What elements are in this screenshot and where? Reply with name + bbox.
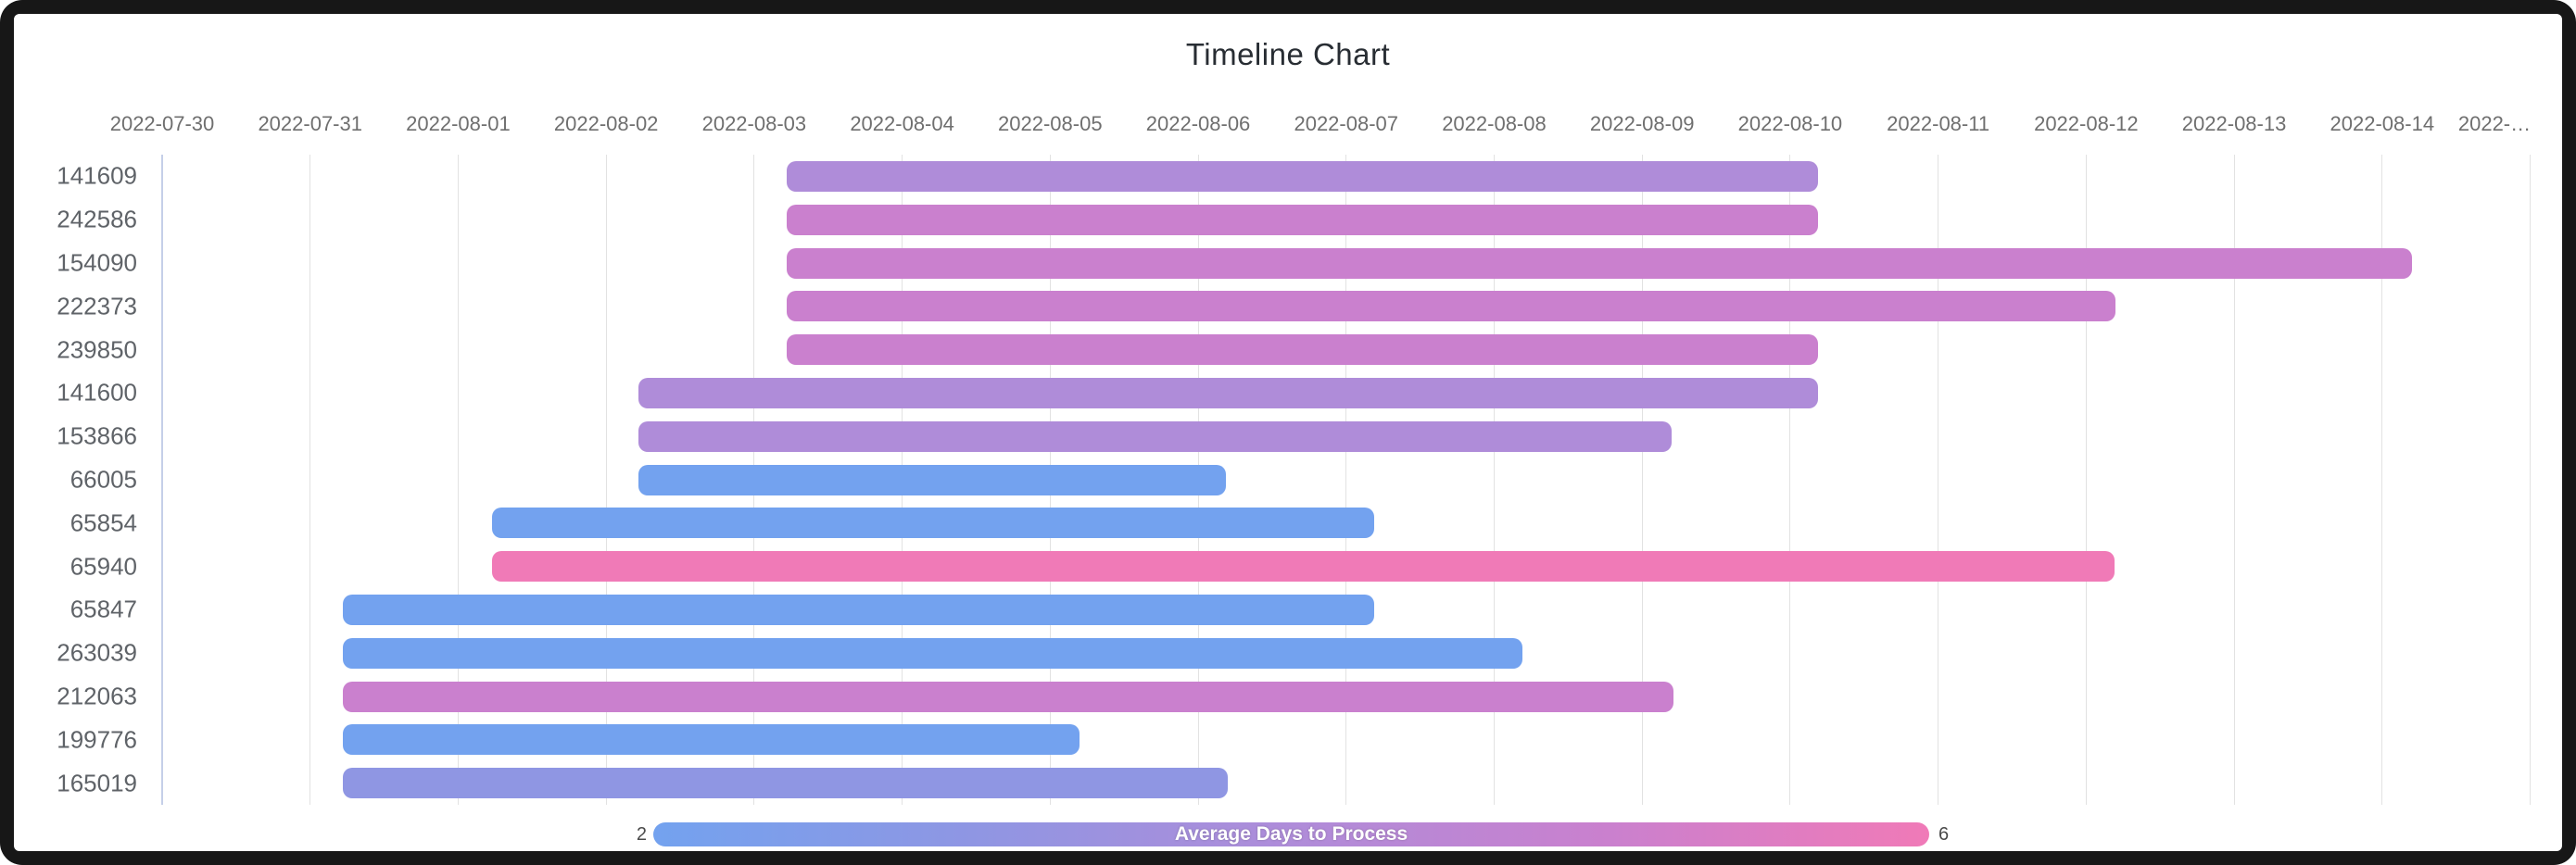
timeline-bar[interactable] xyxy=(638,464,1227,495)
gridline xyxy=(1789,155,1791,805)
timeline-bar[interactable] xyxy=(787,291,2116,322)
x-axis-tick-label: 2022-08-10 xyxy=(1737,112,1843,135)
gridline xyxy=(2530,155,2532,805)
x-axis-tick-label: 2022-08-07 xyxy=(1294,112,1399,135)
row-label: 242586 xyxy=(57,205,137,233)
row-label: 199776 xyxy=(57,725,137,754)
timeline-bar[interactable] xyxy=(787,160,1819,192)
gridline xyxy=(1345,155,1347,805)
gridline xyxy=(1641,155,1643,805)
timeline-bar[interactable] xyxy=(342,768,1228,799)
timeline-bar[interactable] xyxy=(342,681,1673,712)
x-axis-tick-label: 2022-08-01 xyxy=(406,112,511,135)
row-label: 141609 xyxy=(57,161,137,190)
x-axis-tick-label: 2022-08-05 xyxy=(998,112,1103,135)
gridline xyxy=(1493,155,1495,805)
x-axis-tick-label: 2022-08-13 xyxy=(2181,112,2287,135)
row-label: 165019 xyxy=(57,769,137,797)
row-label: 65940 xyxy=(69,552,137,581)
row-label: 141600 xyxy=(57,378,137,407)
x-axis-tick-label: 2022-08-03 xyxy=(701,112,807,135)
row-label: 222373 xyxy=(57,292,137,320)
x-axis-tick-label: 2022-08-02 xyxy=(553,112,659,135)
legend-gradient-bar: Average Days to Process xyxy=(653,822,1929,846)
row-label: 66005 xyxy=(69,465,137,494)
x-axis-tick-label: 2022-07-30 xyxy=(109,112,215,135)
timeline-bar[interactable] xyxy=(492,508,1375,539)
x-axis-tick-label: 2022-08-11 xyxy=(1887,112,1990,135)
x-axis-tick-label: 2022-08-04 xyxy=(850,112,954,135)
gridline xyxy=(2381,155,2383,805)
x-axis-tick-label: 2022-08-06 xyxy=(1145,112,1251,135)
timeline-bar[interactable] xyxy=(342,594,1375,625)
x-axis-tick-label: 2022-08-08 xyxy=(1442,112,1547,135)
row-label: 154090 xyxy=(57,248,137,277)
timeline-bar[interactable] xyxy=(638,377,1819,408)
x-axis-tick-label: 2022-… xyxy=(2457,112,2532,135)
gridline xyxy=(2085,155,2087,805)
timeline-bar[interactable] xyxy=(342,724,1080,756)
timeline-bar[interactable] xyxy=(638,420,1673,452)
timeline-bar[interactable] xyxy=(787,334,1819,366)
legend-min-value: 2 xyxy=(636,824,647,845)
gridline xyxy=(2233,155,2235,805)
row-label: 263039 xyxy=(57,638,137,667)
row-label: 212063 xyxy=(57,682,137,710)
row-label: 65854 xyxy=(69,508,137,537)
row-label: 239850 xyxy=(57,335,137,364)
row-label: 153866 xyxy=(57,421,137,450)
legend-title: Average Days to Process xyxy=(1174,823,1408,845)
row-label: 65847 xyxy=(69,595,137,623)
timeline-bar[interactable] xyxy=(492,551,2115,583)
x-axis-tick-label: 2022-08-14 xyxy=(2330,112,2435,135)
timeline-bar[interactable] xyxy=(787,204,1819,235)
x-axis-tick-label: 2022-08-12 xyxy=(2034,112,2139,135)
gridline xyxy=(605,155,607,805)
gridline xyxy=(309,155,311,805)
x-axis-tick-label: 2022-07-31 xyxy=(258,112,362,135)
axis-baseline xyxy=(161,155,163,805)
timeline-bar[interactable] xyxy=(787,247,2412,279)
x-axis-tick-label: 2022-08-09 xyxy=(1589,112,1695,135)
timeline-bar[interactable] xyxy=(342,637,1522,669)
gridline xyxy=(457,155,459,805)
legend-max-value: 6 xyxy=(1938,824,1950,845)
chart-title: Timeline Chart xyxy=(1185,37,1391,71)
